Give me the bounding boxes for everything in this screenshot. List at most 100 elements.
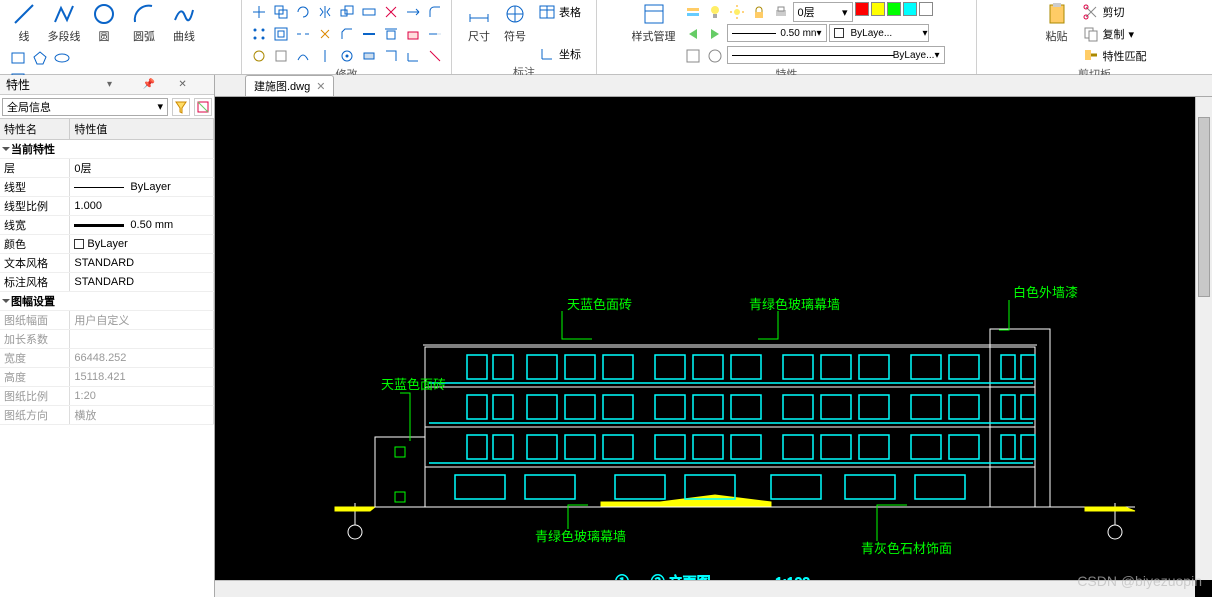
- annot-a4: 天蓝色面砖: [381, 377, 446, 392]
- ellipse-icon[interactable]: [52, 48, 72, 68]
- prop-row[interactable]: 宽度66448.252: [0, 349, 214, 368]
- document-tabstrip: 建施图.dwg ✕: [215, 75, 1212, 97]
- edit2-icon[interactable]: [271, 46, 291, 66]
- prop-row[interactable]: 线型ByLayer: [0, 178, 214, 197]
- circle-icon: [92, 2, 116, 26]
- curve-button[interactable]: 曲线: [166, 2, 202, 44]
- linetype-value: ByLaye...: [893, 50, 935, 61]
- prop-row[interactable]: 图纸比例1:20: [0, 387, 214, 406]
- edit1-icon[interactable]: [249, 46, 269, 66]
- horizontal-scrollbar[interactable]: [215, 580, 1195, 597]
- vertical-scrollbar[interactable]: [1195, 97, 1212, 580]
- prop-row[interactable]: 线宽0.50 mm: [0, 216, 214, 235]
- edit7-icon[interactable]: [381, 46, 401, 66]
- watermark: CSDN @biyezuopin: [1077, 573, 1202, 589]
- layer-combo[interactable]: 0层▾: [793, 2, 853, 22]
- linetype-combo[interactable]: ByLaye... ▾: [727, 46, 945, 64]
- stylemgr-button[interactable]: 样式管理: [629, 2, 679, 44]
- offset-icon[interactable]: [271, 24, 291, 44]
- table-button[interactable]: 表格: [535, 2, 585, 22]
- copy-icon[interactable]: [271, 2, 291, 22]
- edit6-icon[interactable]: [359, 46, 379, 66]
- properties-selector-value: 全局信息: [7, 99, 51, 115]
- layer-misc1-icon[interactable]: [683, 46, 703, 66]
- trim-icon[interactable]: [381, 2, 401, 22]
- edit4-icon[interactable]: [315, 46, 335, 66]
- ribbon: 线 多段线 圆 圆弧 曲线: [0, 0, 1212, 75]
- dropdown-icon[interactable]: ▾: [107, 79, 137, 90]
- prop-row[interactable]: 图纸方向横放: [0, 406, 214, 425]
- color-combo[interactable]: ByLaye...▾: [829, 24, 929, 42]
- rotate-icon[interactable]: [293, 2, 313, 22]
- cut-caption: 剪切: [1103, 4, 1125, 20]
- prop-row[interactable]: 加长系数: [0, 330, 214, 349]
- sun-icon[interactable]: [727, 2, 747, 22]
- tab-close-icon[interactable]: ✕: [316, 80, 325, 93]
- extend-icon[interactable]: [403, 2, 423, 22]
- matchprops-button[interactable]: 特性匹配: [1079, 46, 1151, 66]
- mirror-icon[interactable]: [315, 2, 335, 22]
- prop-section-sheet: 图幅设置: [0, 292, 214, 311]
- rect-icon[interactable]: [8, 48, 28, 68]
- lengthen-icon[interactable]: [425, 24, 445, 44]
- layer-misc2-icon[interactable]: [705, 46, 725, 66]
- layerprev-icon[interactable]: [683, 24, 703, 44]
- annot-a2: 青绿色玻璃幕墙: [749, 297, 840, 312]
- arc-button[interactable]: 圆弧: [126, 2, 162, 44]
- move-icon[interactable]: [249, 2, 269, 22]
- table-icon: [539, 4, 555, 20]
- layermgr-icon[interactable]: [683, 2, 703, 22]
- dim-button[interactable]: 尺寸: [463, 2, 495, 44]
- circle-button[interactable]: 圆: [86, 2, 122, 44]
- align-icon[interactable]: [381, 24, 401, 44]
- pin-icon[interactable]: 📌: [143, 79, 173, 90]
- polygon-icon[interactable]: [30, 48, 50, 68]
- main-area: 特性 ▾📌✕ 全局信息▾ 特性名特性值 当前特性 层0层 线型ByLayer 线…: [0, 75, 1212, 597]
- edit9-icon[interactable]: [425, 46, 445, 66]
- join-icon[interactable]: [359, 24, 379, 44]
- lock-icon[interactable]: [749, 2, 769, 22]
- erase-icon[interactable]: [403, 24, 423, 44]
- properties-selector[interactable]: 全局信息▾: [2, 98, 168, 116]
- array-icon[interactable]: [249, 24, 269, 44]
- bulb-icon[interactable]: [705, 2, 725, 22]
- chamfer-icon[interactable]: [337, 24, 357, 44]
- edit3-icon[interactable]: [293, 46, 313, 66]
- fillet-icon[interactable]: [425, 2, 445, 22]
- coord-caption: 坐标: [559, 46, 581, 62]
- properties-selector-row: 全局信息▾: [0, 95, 214, 119]
- color-swatches[interactable]: [855, 2, 933, 22]
- edit8-icon[interactable]: [403, 46, 423, 66]
- symbol-button[interactable]: 符号: [499, 2, 531, 44]
- lineweight-combo[interactable]: 0.50 mn ▾: [727, 24, 827, 42]
- edit5-icon[interactable]: [337, 46, 357, 66]
- prop-row[interactable]: 层0层: [0, 159, 214, 178]
- coord-button[interactable]: 坐标: [535, 44, 585, 64]
- line-button[interactable]: 线: [6, 2, 42, 44]
- drawing-canvas[interactable]: 天蓝色面砖 青绿色玻璃幕墙 白色外墙漆 天蓝色面砖 青绿色玻璃幕墙 青灰色石材饰…: [215, 97, 1212, 597]
- layernext-icon[interactable]: [705, 24, 725, 44]
- polyline-button[interactable]: 多段线: [46, 2, 82, 44]
- break-icon[interactable]: [293, 24, 313, 44]
- prop-row[interactable]: 图纸幅面用户自定义: [0, 311, 214, 330]
- prop-row[interactable]: 标注风格STANDARD: [0, 273, 214, 292]
- stretch-icon[interactable]: [359, 2, 379, 22]
- scale-icon[interactable]: [337, 2, 357, 22]
- dim-caption: 尺寸: [468, 28, 490, 44]
- close-icon[interactable]: ✕: [178, 79, 208, 90]
- prop-row[interactable]: 高度15118.421: [0, 368, 214, 387]
- properties-grid[interactable]: 特性名特性值 当前特性 层0层 线型ByLayer 线型比例1.000 线宽0.…: [0, 119, 214, 597]
- layer-combo-value: 0层: [798, 4, 815, 20]
- print-icon[interactable]: [771, 2, 791, 22]
- document-tab[interactable]: 建施图.dwg ✕: [245, 75, 334, 96]
- pick-icon[interactable]: [194, 98, 212, 116]
- filter-icon[interactable]: [172, 98, 190, 116]
- copy-button[interactable]: 复制 ▾: [1079, 24, 1151, 44]
- prop-row[interactable]: 线型比例1.000: [0, 197, 214, 216]
- paste-button[interactable]: 粘贴: [1039, 2, 1075, 44]
- cut-button[interactable]: 剪切: [1079, 2, 1151, 22]
- prop-row[interactable]: 文本风格STANDARD: [0, 254, 214, 273]
- ribbon-group-modify: 修改: [242, 0, 452, 74]
- explode-icon[interactable]: [315, 24, 335, 44]
- prop-row[interactable]: 颜色ByLayer: [0, 235, 214, 254]
